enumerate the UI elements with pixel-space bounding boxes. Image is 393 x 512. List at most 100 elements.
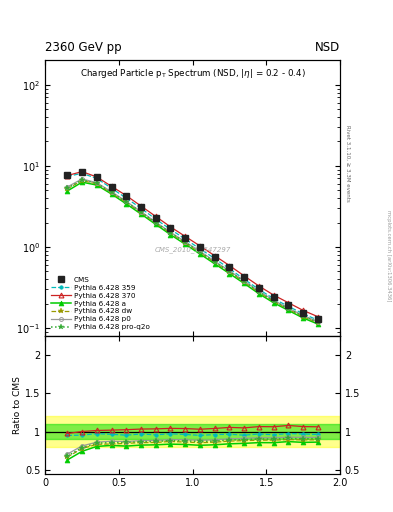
Text: mcplots.cern.ch [arXiv:1306.3436]: mcplots.cern.ch [arXiv:1306.3436] bbox=[386, 210, 391, 302]
Pythia 6.428 dw bbox=[257, 289, 261, 295]
Line: Pythia 6.428 dw: Pythia 6.428 dw bbox=[64, 178, 321, 326]
Pythia 6.428 p0 bbox=[139, 208, 143, 215]
Pythia 6.428 p0 bbox=[94, 180, 99, 186]
Pythia 6.428 a bbox=[168, 231, 173, 238]
Pythia 6.428 a bbox=[65, 188, 70, 194]
Pythia 6.428 p0 bbox=[65, 184, 70, 190]
Pythia 6.428 dw bbox=[301, 314, 305, 320]
Pythia 6.428 p0 bbox=[257, 288, 261, 294]
Pythia 6.428 p0 bbox=[301, 312, 305, 318]
Pythia 6.428 370 bbox=[139, 203, 143, 209]
Pythia 6.428 370 bbox=[242, 273, 246, 279]
Pythia 6.428 pro-q2o bbox=[139, 209, 143, 215]
Pythia 6.428 p0 bbox=[271, 297, 276, 303]
Pythia 6.428 359 bbox=[212, 255, 217, 262]
Pythia 6.428 p0 bbox=[153, 219, 158, 225]
Pythia 6.428 a bbox=[242, 281, 246, 287]
Pythia 6.428 p0 bbox=[227, 268, 232, 274]
CMS bbox=[109, 184, 114, 190]
Legend: CMS, Pythia 6.428 359, Pythia 6.428 370, Pythia 6.428 a, Pythia 6.428 dw, Pythia: CMS, Pythia 6.428 359, Pythia 6.428 370,… bbox=[49, 275, 152, 332]
CMS bbox=[242, 274, 246, 281]
Pythia 6.428 p0 bbox=[212, 258, 217, 264]
Pythia 6.428 a bbox=[198, 251, 202, 257]
Text: NSD: NSD bbox=[315, 41, 340, 54]
Pythia 6.428 370 bbox=[65, 173, 70, 179]
CMS bbox=[316, 316, 320, 322]
CMS bbox=[139, 204, 143, 210]
CMS bbox=[257, 285, 261, 291]
Pythia 6.428 a bbox=[153, 221, 158, 227]
Pythia 6.428 359 bbox=[257, 286, 261, 292]
Pythia 6.428 370 bbox=[212, 252, 217, 259]
Pythia 6.428 359 bbox=[316, 317, 320, 323]
Pythia 6.428 p0 bbox=[168, 229, 173, 236]
Pythia 6.428 a bbox=[301, 315, 305, 321]
CMS bbox=[198, 244, 202, 250]
Pythia 6.428 370 bbox=[109, 183, 114, 189]
Pythia 6.428 a bbox=[227, 270, 232, 276]
Pythia 6.428 p0 bbox=[183, 239, 187, 245]
Pythia 6.428 370 bbox=[301, 307, 305, 313]
Pythia 6.428 370 bbox=[94, 174, 99, 180]
Pythia 6.428 p0 bbox=[109, 188, 114, 195]
Pythia 6.428 dw bbox=[94, 181, 99, 187]
Text: CMS_2010_S8547297: CMS_2010_S8547297 bbox=[154, 246, 231, 253]
Pythia 6.428 a bbox=[80, 179, 84, 185]
Pythia 6.428 359 bbox=[80, 170, 84, 176]
Pythia 6.428 pro-q2o bbox=[94, 180, 99, 186]
Pythia 6.428 370 bbox=[168, 224, 173, 230]
CMS bbox=[286, 303, 291, 309]
Text: 2360 GeV pp: 2360 GeV pp bbox=[45, 41, 122, 54]
Pythia 6.428 359 bbox=[65, 174, 70, 180]
Pythia 6.428 p0 bbox=[124, 198, 129, 204]
Line: Pythia 6.428 359: Pythia 6.428 359 bbox=[66, 172, 320, 322]
Pythia 6.428 359 bbox=[301, 311, 305, 317]
Line: Pythia 6.428 a: Pythia 6.428 a bbox=[65, 180, 320, 327]
Pythia 6.428 a bbox=[286, 307, 291, 313]
Pythia 6.428 a bbox=[271, 300, 276, 306]
CMS bbox=[65, 172, 70, 178]
Pythia 6.428 359 bbox=[198, 246, 202, 252]
Pythia 6.428 dw bbox=[212, 259, 217, 265]
Pythia 6.428 359 bbox=[286, 303, 291, 309]
CMS bbox=[301, 310, 305, 316]
Pythia 6.428 pro-q2o bbox=[316, 319, 320, 325]
Pythia 6.428 dw bbox=[316, 319, 320, 326]
Pythia 6.428 a bbox=[316, 321, 320, 327]
Pythia 6.428 359 bbox=[271, 295, 276, 302]
Pythia 6.428 pro-q2o bbox=[212, 259, 217, 265]
Line: Pythia 6.428 p0: Pythia 6.428 p0 bbox=[65, 177, 320, 324]
Pythia 6.428 pro-q2o bbox=[109, 189, 114, 196]
Pythia 6.428 370 bbox=[316, 314, 320, 320]
Pythia 6.428 dw bbox=[124, 199, 129, 205]
Pythia 6.428 pro-q2o bbox=[183, 239, 187, 245]
Pythia 6.428 pro-q2o bbox=[257, 289, 261, 295]
Pythia 6.428 pro-q2o bbox=[80, 177, 84, 183]
Pythia 6.428 dw bbox=[153, 220, 158, 226]
Pythia 6.428 dw bbox=[139, 209, 143, 216]
CMS bbox=[271, 294, 276, 300]
CMS bbox=[124, 194, 129, 200]
Pythia 6.428 370 bbox=[183, 233, 187, 240]
Pythia 6.428 dw bbox=[168, 230, 173, 236]
Pythia 6.428 pro-q2o bbox=[301, 313, 305, 319]
Pythia 6.428 370 bbox=[198, 243, 202, 249]
Bar bbox=[45, 416, 340, 447]
Pythia 6.428 370 bbox=[80, 168, 84, 175]
CMS bbox=[80, 168, 84, 175]
CMS bbox=[153, 215, 158, 221]
Pythia 6.428 p0 bbox=[198, 248, 202, 254]
Pythia 6.428 359 bbox=[227, 266, 232, 272]
Pythia 6.428 pro-q2o bbox=[271, 298, 276, 304]
Pythia 6.428 a bbox=[94, 182, 99, 188]
CMS bbox=[94, 175, 99, 181]
Pythia 6.428 359 bbox=[153, 216, 158, 222]
Pythia 6.428 dw bbox=[242, 279, 246, 285]
CMS bbox=[227, 264, 232, 270]
Pythia 6.428 p0 bbox=[242, 278, 246, 284]
Pythia 6.428 a bbox=[139, 211, 143, 217]
Text: Rivet 3.1.10, ≥ 3.3M events: Rivet 3.1.10, ≥ 3.3M events bbox=[345, 125, 350, 202]
Pythia 6.428 pro-q2o bbox=[168, 229, 173, 236]
Pythia 6.428 370 bbox=[286, 300, 291, 306]
Pythia 6.428 359 bbox=[124, 195, 129, 201]
